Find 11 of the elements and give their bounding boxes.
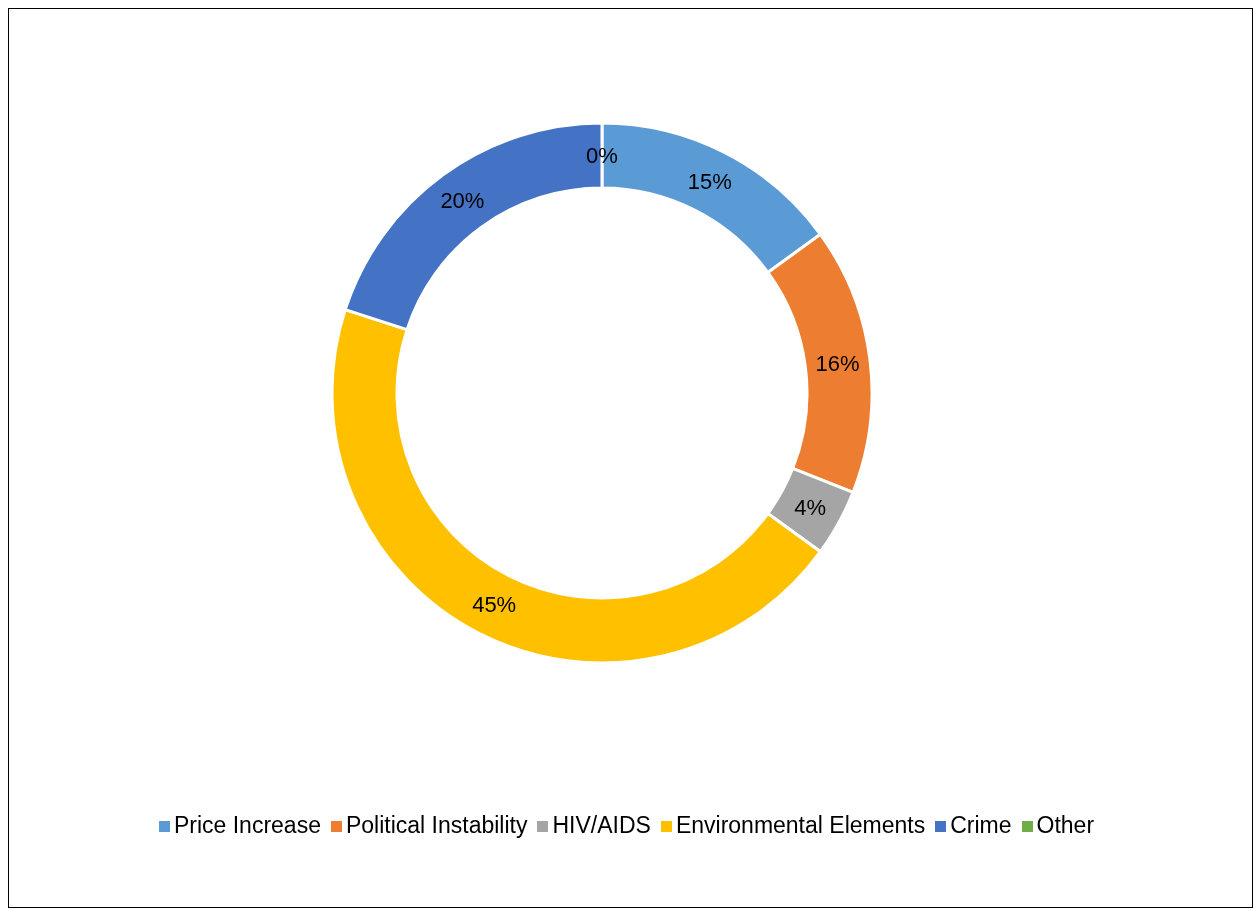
data-label: 15% bbox=[687, 168, 732, 194]
data-label: 45% bbox=[472, 592, 517, 618]
legend-label: Political Instability bbox=[345, 812, 528, 838]
data-label: 16% bbox=[815, 350, 860, 376]
legend-label: Crime bbox=[950, 812, 1012, 838]
data-label: 4% bbox=[794, 494, 827, 520]
legend-label: Price Increase bbox=[173, 812, 321, 838]
data-label: 20% bbox=[440, 188, 485, 214]
legend-label: HIV/AIDS bbox=[552, 812, 651, 838]
legend-label: Environmental Elements bbox=[675, 812, 926, 838]
legend-label: Other bbox=[1036, 812, 1095, 838]
